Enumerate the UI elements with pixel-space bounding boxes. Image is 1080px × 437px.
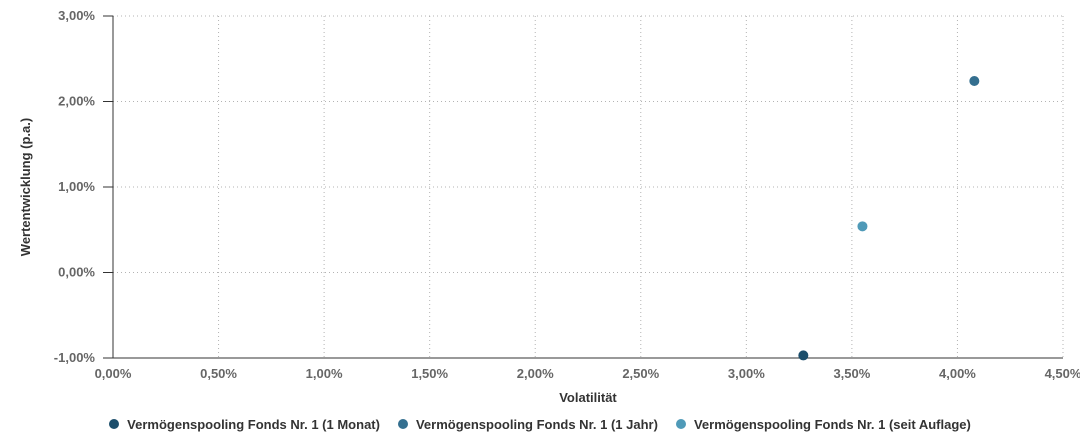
- legend-item-seit-auflage[interactable]: Vermögenspooling Fonds Nr. 1 (seit Aufla…: [675, 416, 971, 432]
- grid: [112, 15, 1064, 359]
- legend-item-1-jahr[interactable]: Vermögenspooling Fonds Nr. 1 (1 Jahr): [397, 416, 658, 432]
- y-tick-label: 0,00%: [58, 265, 95, 280]
- x-axis-title: Volatilität: [559, 390, 617, 405]
- y-tick-label: 1,00%: [58, 179, 95, 194]
- data-points: [798, 75, 980, 361]
- legend-label-seit-auflage: Vermögenspooling Fonds Nr. 1 (seit Aufla…: [693, 416, 971, 432]
- x-tick-label: 0,00%: [95, 366, 132, 381]
- x-tick-label: 4,00%: [939, 366, 976, 381]
- data-point-series-3[interactable]: [857, 221, 868, 232]
- x-tick-label: 4,50%: [1045, 366, 1080, 381]
- x-tick-label: 3,50%: [833, 366, 870, 381]
- legend-marker-1-monat: [109, 419, 120, 429]
- legend-label-1-monat: Vermögenspooling Fonds Nr. 1 (1 Monat): [127, 416, 380, 432]
- x-tick-label: 0,50%: [200, 366, 237, 381]
- y-axis-title: Wertentwicklung (p.a.): [18, 118, 33, 256]
- legend: Vermögenspooling Fonds Nr. 1 (1 Monat) V…: [0, 413, 1080, 435]
- data-point-series-1[interactable]: [798, 350, 809, 361]
- x-tick-label: 2,50%: [622, 366, 659, 381]
- legend-item-1-monat[interactable]: Vermögenspooling Fonds Nr. 1 (1 Monat): [109, 417, 380, 432]
- y-tick-label: 3,00%: [58, 8, 95, 23]
- legend-marker-seit-auflage: [675, 419, 686, 429]
- legend-marker-1-jahr: [397, 419, 408, 429]
- x-tick-label: 1,50%: [411, 366, 448, 381]
- x-tick-label: 3,00%: [728, 366, 765, 381]
- y-tick-label: -1,00%: [54, 350, 96, 365]
- y-tick-label: 2,00%: [58, 94, 95, 109]
- legend-label-1-jahr: Vermögenspooling Fonds Nr. 1 (1 Jahr): [415, 416, 658, 432]
- x-tick-label: 1,00%: [306, 366, 343, 381]
- axes: -1,00%0,00%1,00%2,00%3,00%0,00% 0,50% 1,00…: [54, 8, 1080, 381]
- scatter-chart: -1,00%0,00%1,00%2,00%3,00%0,00% 0,50% 1,00…: [18, 8, 1080, 405]
- data-point-series-2[interactable]: [969, 75, 980, 86]
- x-tick-label: 2,00%: [517, 366, 554, 381]
